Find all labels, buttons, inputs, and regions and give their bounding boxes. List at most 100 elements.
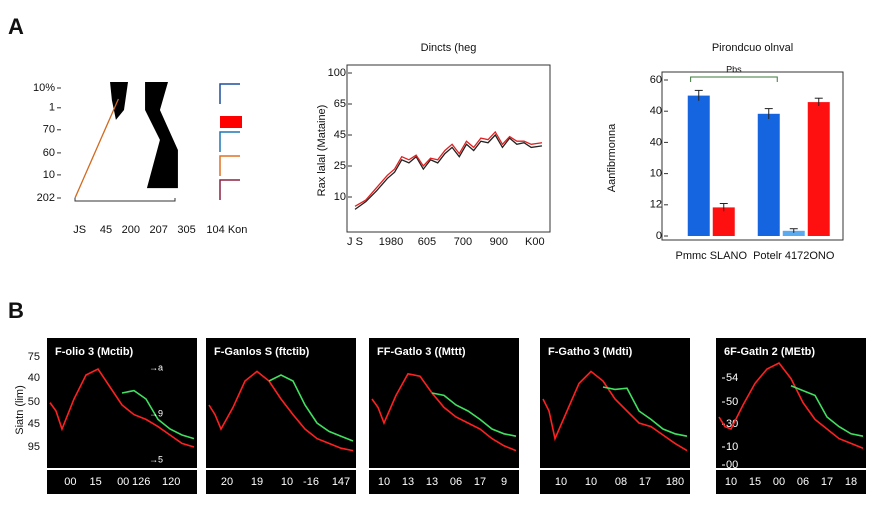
y-tick-label: 50 [28,396,40,408]
y-tick-label: 10 [650,168,662,180]
line-series [354,130,543,207]
y-axis-label: Siatn (lim) [14,385,26,435]
y-tick-label: 100 [328,67,346,79]
x-tick-label: 147 [332,476,350,488]
bar [712,207,735,236]
y-tick-label: 60 [650,74,662,86]
x-tick-label: 1980 [379,236,403,248]
line-series [121,389,195,440]
line-series [790,385,864,437]
x-tick-label: 104 Kon [206,224,247,236]
x-tick-label: 17 [821,476,833,488]
x-tick-label: 126 [132,476,150,488]
x-tick-label: 18 [845,476,857,488]
y-tick-label: 45 [334,129,346,141]
x-axis-band [716,470,866,494]
panel-label: B [8,298,24,323]
bar [782,230,805,236]
x-tick-label: 00 [64,476,76,488]
y-tick-label: 10 [726,441,738,453]
y-tick-label: 95 [28,441,40,453]
line-series [371,372,517,452]
chart-title: F-Gatho 3 (Mdti) [548,346,633,358]
x-tick-label: 200 [122,224,140,236]
x-tick-label: 305 [177,224,195,236]
x-axis-band [540,470,690,494]
y-tick-label: 0 [656,230,662,242]
x-tick-label: 06 [450,476,462,488]
legend-swatch [219,179,240,200]
y-tick-label: 70 [43,124,55,136]
x-tick-label: 700 [454,236,472,248]
x-tick-label: 00 [117,476,129,488]
bar [757,113,780,236]
x-tick-label: 08 [615,476,627,488]
bracket [74,198,176,202]
x-tick-label: Pmmc SLANO [675,250,747,262]
y-tick-label: 50 [726,396,738,408]
legend-swatch [220,116,242,128]
chart-title: F-Ganlos S (ftctib) [214,346,310,358]
line-series [431,392,517,437]
x-tick-label: 207 [150,224,168,236]
line-series [74,98,119,199]
legend-swatch [219,83,240,104]
x-tick-label: 10 [725,476,737,488]
x-tick-label: 13 [426,476,438,488]
x-tick-label: 19 [251,476,263,488]
x-tick-label: 00 [773,476,785,488]
x-tick-label: JS [73,224,86,236]
y-axis-label: Aanfibrmonna [606,123,618,192]
y-tick-label: 54 [726,372,738,384]
y-tick-label: 25 [334,160,346,172]
y-tick-label: 40 [650,136,662,148]
panel-background [540,338,690,468]
chart: F-Gatho 3 (Mdti) 10 10 08 17 180 [540,338,690,494]
annotation: →5 [149,454,163,464]
y-tick-label: 40 [650,105,662,117]
y-tick-label: 75 [28,351,40,363]
y-tick-label: 40 [28,372,40,384]
x-axis-band [369,470,519,494]
x-tick-label: Potelr 4172ONO [753,250,835,262]
x-tick-label: 15 [749,476,761,488]
x-tick-label: 10 [555,476,567,488]
chart-title: F-olio 3 (Mctib) [55,346,134,358]
line-series [268,374,354,442]
panel-background [206,338,356,468]
annotation: →a [149,362,163,372]
significance-bracket [690,76,778,82]
x-tick-label: 45 [100,224,112,236]
x-tick-label: 10 [281,476,293,488]
annotation: →9 [149,408,163,418]
chart: F-Ganlos S (ftctib) 20 19 10 -16 147 [206,338,356,494]
plot-frame [661,71,844,241]
line-series [354,133,543,210]
y-tick-label: 00 [726,459,738,471]
chart: Dincts (heg 100 65 45 25 10 J S 1980 605 700 900 K0… [328,42,551,248]
x-tick-label: 900 [490,236,508,248]
x-tick-label: 13 [402,476,414,488]
y-tick-label: 65 [334,98,346,110]
chart: FF-Gatlo 3 ((Mttt) 10 13 13 06 17 9 [369,338,519,494]
shape [145,82,178,189]
y-tick-label: 10 [43,169,55,181]
panel-label: A [8,14,24,39]
y-tick-label: 202 [37,192,55,204]
x-tick-label: J S [347,236,363,248]
chart-title: 6F-Gatln 2 (MEtb) [724,346,815,358]
line-series [602,386,688,437]
x-tick-label: 180 [666,476,684,488]
line-series [718,361,864,449]
x-tick-label: 10 [585,476,597,488]
bar [807,102,830,236]
y-tick-label: 12 [650,199,662,211]
x-tick-label: -16 [303,476,319,488]
x-axis-band [206,470,356,494]
chart-title: Dincts (heg [421,42,477,54]
chart: Pirondcuo olnval 60 40 40 10 12 0 Pmmc SLANO Pot… [650,42,844,262]
y-tick-label: 45 [28,418,40,430]
x-tick-label: 9 [501,476,507,488]
